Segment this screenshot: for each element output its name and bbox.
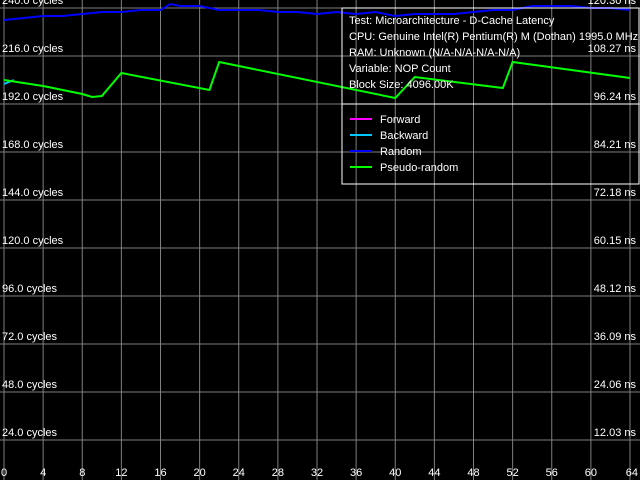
y-tick-label: 240.0 cycles bbox=[2, 0, 64, 7]
y2-tick-label: 60.15 ns bbox=[594, 235, 637, 247]
series-line bbox=[3, 60, 631, 100]
x-tick-label: 16 bbox=[154, 467, 166, 479]
y2-tick-label: 108.27 ns bbox=[588, 43, 637, 55]
legend-box bbox=[341, 7, 640, 185]
x-tick-label: 52 bbox=[507, 467, 519, 479]
x-tick-label: 28 bbox=[272, 467, 284, 479]
y2-tick-label: 24.06 ns bbox=[594, 379, 637, 391]
x-tick-label: 24 bbox=[233, 467, 245, 479]
y-tick-label: 168.0 cycles bbox=[2, 139, 64, 151]
legend-label: Backward bbox=[380, 130, 428, 142]
x-tick-label: 44 bbox=[428, 467, 440, 479]
y2-tick-label: 84.21 ns bbox=[594, 139, 637, 151]
legend-label: Forward bbox=[380, 114, 420, 126]
y2-tick-label: 36.09 ns bbox=[594, 331, 637, 343]
x-tick-label: 64 bbox=[626, 467, 638, 479]
info-line: Test: Microarchitecture - D-Cache Latenc… bbox=[349, 15, 555, 27]
y2-tick-label: 120.30 ns bbox=[588, 0, 637, 7]
y-tick-label: 192.0 cycles bbox=[2, 91, 64, 103]
x-tick-label: 8 bbox=[79, 467, 85, 479]
legend-label: Pseudo-random bbox=[380, 162, 458, 174]
x-tick-label: 32 bbox=[311, 467, 323, 479]
x-tick-label: 60 bbox=[585, 467, 597, 479]
x-tick-label: 12 bbox=[115, 467, 127, 479]
info-line: Block Size: 4096.00K bbox=[349, 79, 454, 91]
y2-tick-label: 96.24 ns bbox=[594, 91, 637, 103]
info-line: RAM: Unknown (N/A-N/A-N/A-N/A) bbox=[349, 47, 520, 59]
info-line: Variable: NOP Count bbox=[349, 63, 451, 75]
y-tick-label: 120.0 cycles bbox=[2, 235, 64, 247]
y-tick-label: 216.0 cycles bbox=[2, 43, 64, 55]
x-tick-label: 40 bbox=[389, 467, 401, 479]
y-tick-label: 24.0 cycles bbox=[2, 427, 58, 439]
x-tick-label: 4 bbox=[40, 467, 46, 479]
legend-label: Random bbox=[380, 146, 422, 158]
info-line: CPU: Genuine Intel(R) Pentium(R) M (Doth… bbox=[349, 31, 638, 43]
y2-tick-label: 48.12 ns bbox=[594, 283, 637, 295]
x-tick-label: 56 bbox=[546, 467, 558, 479]
y-tick-label: 144.0 cycles bbox=[2, 187, 64, 199]
y2-tick-label: 12.03 ns bbox=[594, 427, 637, 439]
x-tick-label: 36 bbox=[350, 467, 362, 479]
y-tick-label: 96.0 cycles bbox=[2, 283, 58, 295]
y-tick-label: 48.0 cycles bbox=[2, 379, 58, 391]
x-tick-label: 0 bbox=[1, 467, 7, 479]
y2-tick-label: 72.18 ns bbox=[594, 187, 637, 199]
x-tick-label: 20 bbox=[194, 467, 206, 479]
x-tick-label: 48 bbox=[467, 467, 479, 479]
y-tick-label: 72.0 cycles bbox=[2, 331, 58, 343]
